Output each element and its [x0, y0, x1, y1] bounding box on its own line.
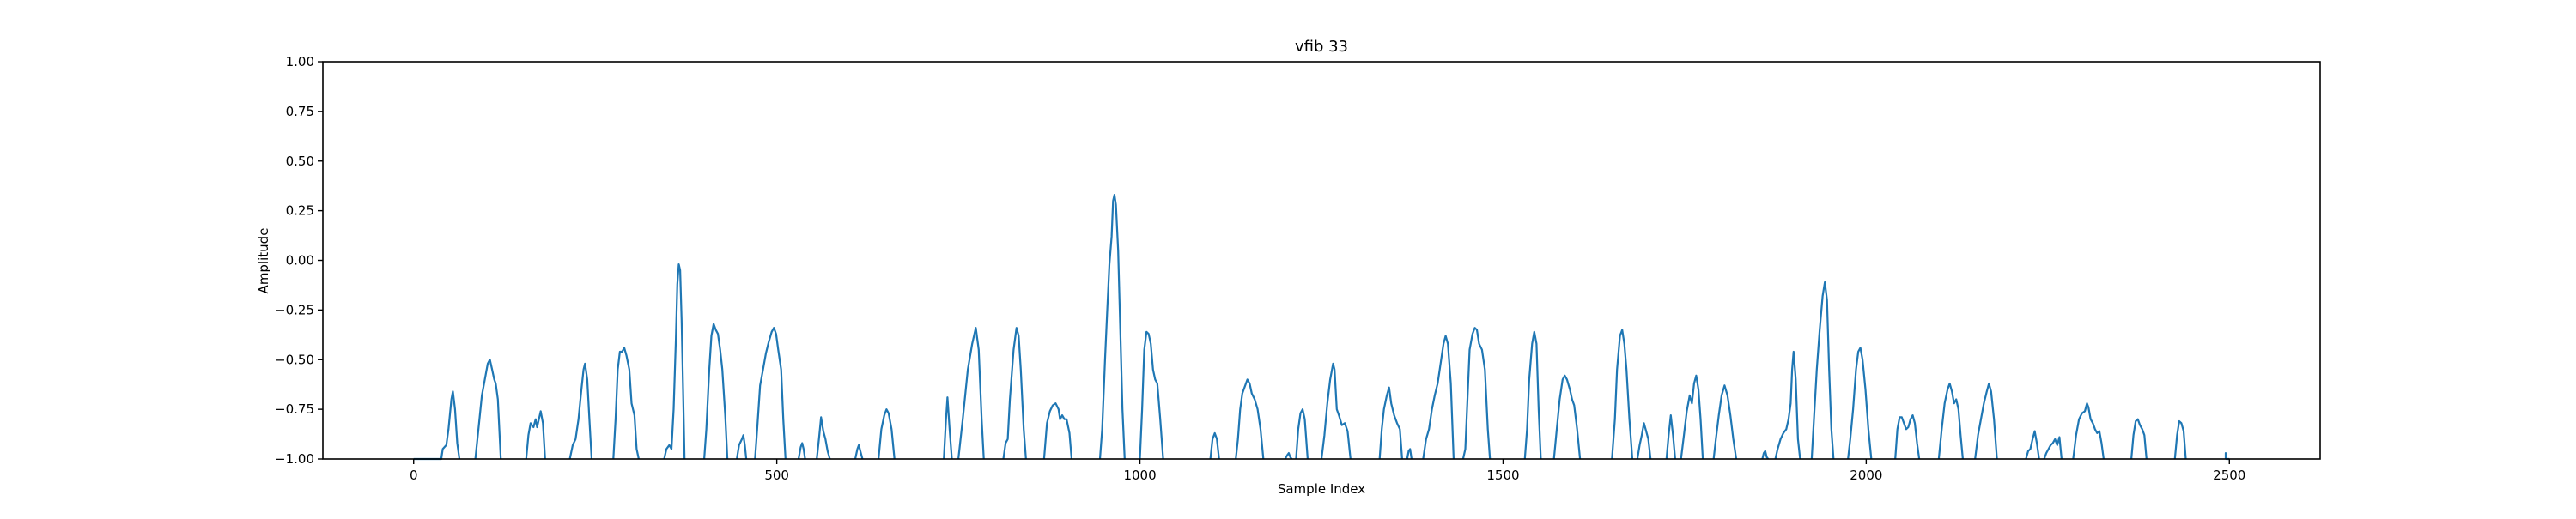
series-line-segment — [1937, 382, 1964, 460]
series-line-segment — [1235, 378, 1265, 460]
series-line-segment — [1774, 350, 1801, 460]
x-tick-label: 2500 — [2213, 468, 2245, 483]
series-line-segment — [943, 396, 953, 460]
y-axis-label: Amplitude — [256, 228, 271, 294]
series-line-segment — [1042, 402, 1073, 460]
series-line-segment — [754, 327, 787, 460]
y-tick-label: −0.25 — [275, 302, 314, 317]
y-tick-label: −0.50 — [275, 352, 314, 367]
y-tick-label: −0.75 — [275, 401, 314, 417]
series-line — [413, 194, 2230, 461]
series-line-segment — [568, 362, 593, 460]
y-tick-label: 0.25 — [286, 203, 314, 219]
series-line-segment — [1461, 327, 1492, 460]
series-line-segment — [2043, 436, 2063, 460]
series-line-segment — [1636, 422, 1652, 460]
x-tick-label: 2000 — [1850, 468, 1882, 483]
series-line-segment — [736, 434, 748, 460]
series-line-segment — [1523, 330, 1542, 460]
series-line-segment — [1139, 330, 1164, 460]
series-line-segment — [1974, 382, 1998, 460]
series-line-segment — [2025, 430, 2040, 460]
series-line-segment — [413, 390, 461, 461]
series-line-segment — [1552, 374, 1582, 460]
series-line-segment — [2072, 402, 2105, 460]
series-line-segment — [816, 416, 831, 460]
x-tick-label: 1500 — [1486, 468, 1519, 483]
series-line-segment — [1847, 347, 1873, 460]
x-axis-label: Sample Index — [1278, 481, 1365, 497]
series-line-segment — [1810, 281, 1835, 460]
series-line-segment — [957, 327, 985, 460]
series-line-segment — [1894, 414, 1921, 460]
x-tick-label: 1000 — [1123, 468, 1156, 483]
y-tick-label: 0.50 — [286, 154, 314, 169]
series-line-segment — [1295, 408, 1309, 460]
y-tick-label: 0.00 — [286, 253, 314, 269]
series-line-segment — [2224, 452, 2230, 461]
y-tick-label: −1.00 — [275, 451, 314, 467]
series-line-segment — [1002, 327, 1027, 460]
series-line-segment — [1406, 448, 1413, 460]
series-line-segment — [797, 442, 806, 460]
series-line-segment — [612, 347, 640, 460]
plot-area — [413, 194, 2230, 461]
y-tick-label: 0.75 — [286, 104, 314, 119]
series-line-segment — [1284, 452, 1293, 460]
series-line-segment — [663, 263, 686, 460]
x-axis: 0 500 1000 1500 2000 2500 — [410, 459, 2245, 483]
series-line-segment — [1712, 384, 1738, 460]
series-line-segment — [1209, 431, 1220, 460]
series-line-segment — [1665, 414, 1676, 460]
series-line-segment — [1761, 450, 1770, 460]
series-line-segment — [2130, 418, 2148, 460]
x-tick-label: 0 — [410, 468, 418, 483]
series-line-segment — [1098, 194, 1126, 460]
series-line-segment — [703, 323, 729, 460]
series-line-segment — [1422, 335, 1455, 460]
series-line-segment — [1378, 386, 1403, 460]
series-line-segment — [525, 410, 546, 460]
y-axis: −1.00 −0.75 −0.50 −0.25 0.00 0.25 0.50 0.75 1.00 — [275, 54, 323, 467]
y-tick-label: 1.00 — [286, 54, 314, 69]
series-line-segment — [1611, 329, 1634, 460]
series-line-segment — [878, 408, 896, 460]
series-line-segment — [1680, 374, 1704, 460]
plot-frame — [322, 61, 2321, 460]
series-line-segment — [474, 359, 502, 460]
series-line-segment — [1320, 362, 1352, 460]
series-line-segment — [854, 444, 864, 460]
chart-title: vfib 33 — [1295, 38, 1348, 56]
x-tick-label: 500 — [764, 468, 789, 483]
series-line-segment — [2173, 419, 2187, 460]
